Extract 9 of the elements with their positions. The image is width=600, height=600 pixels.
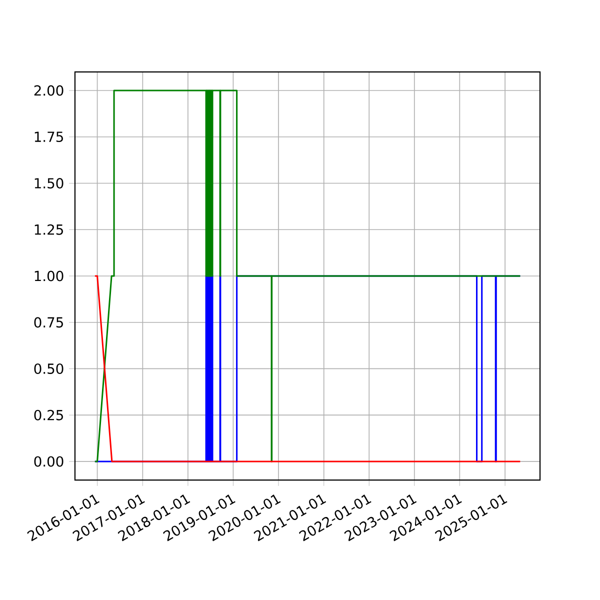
y-tick-label: 0.50 <box>34 363 64 374</box>
y-tick-label: 1.50 <box>34 178 64 188</box>
y-tick-label: 0.00 <box>34 456 64 467</box>
y-tick-label: 1.25 <box>34 224 63 235</box>
y-tick-label: 1.75 <box>34 132 63 142</box>
y-tick-label: 2.00 <box>34 85 64 96</box>
y-tick-label: 0.25 <box>34 410 63 420</box>
y-tick-label: 0.75 <box>34 317 63 328</box>
y-tick-label: 1.00 <box>34 270 64 282</box>
